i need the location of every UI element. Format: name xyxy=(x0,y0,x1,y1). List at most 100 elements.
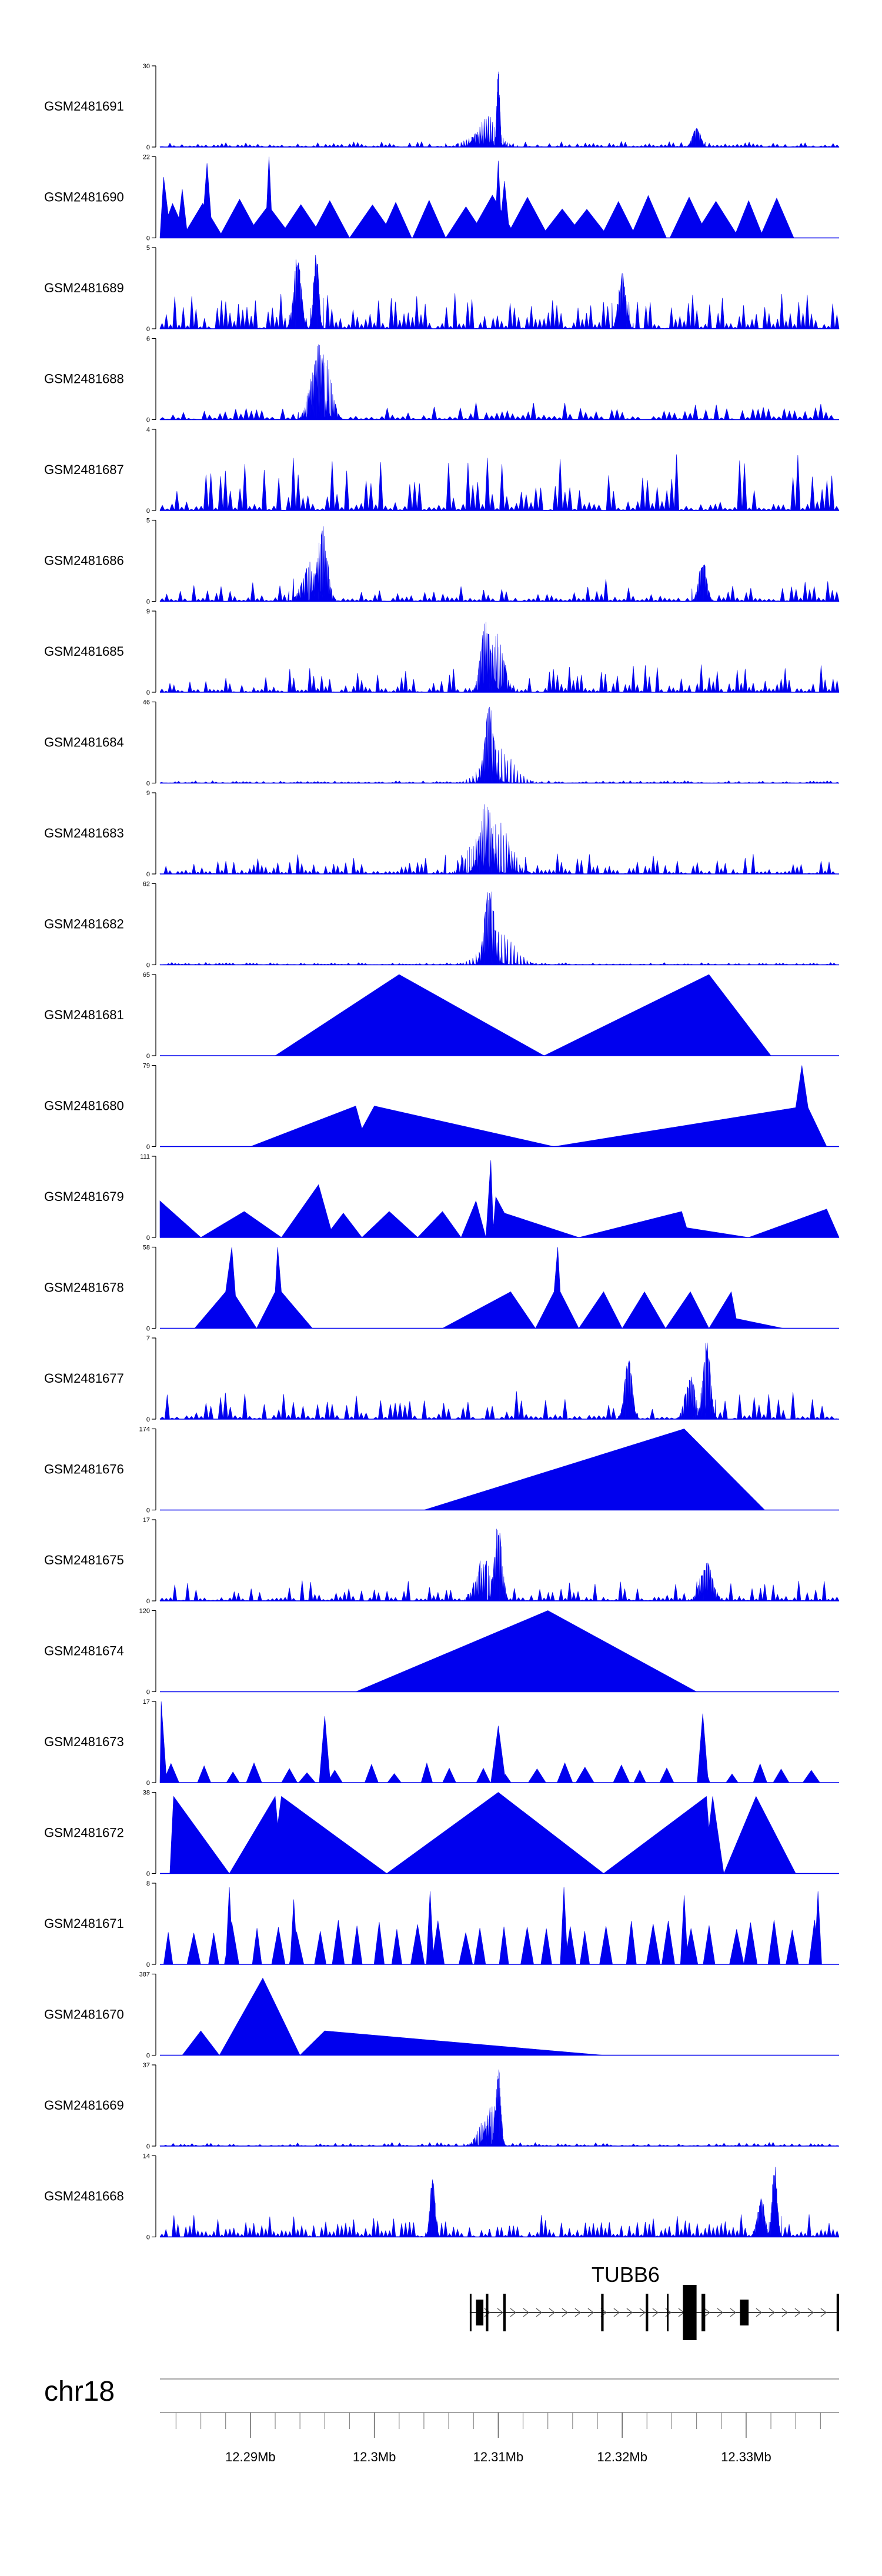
y-axis-max-label: 120 xyxy=(139,1608,150,1615)
coverage-area xyxy=(194,1247,784,1329)
genome-axis-track: chr18 12.29Mb 12.3Mb 12.31Mb 12.32Mb 12.33Mb xyxy=(44,2376,839,2464)
axis-tick-label: 12.32Mb xyxy=(597,2450,647,2464)
strand-chevron xyxy=(562,2308,568,2317)
coverage-track: GSM2481684 46 0 xyxy=(44,699,840,788)
y-axis-max-label: 14 xyxy=(143,2153,150,2160)
y-axis-max-label: 111 xyxy=(140,1153,150,1160)
coverage-area xyxy=(423,1429,766,1510)
track-label: GSM2481675 xyxy=(44,1553,124,1567)
coverage-track: GSM2481678 58 0 xyxy=(44,1244,839,1333)
y-axis-max-label: 30 xyxy=(143,63,150,70)
y-axis-max-label: 37 xyxy=(143,2062,150,2069)
y-axis-min-label: 0 xyxy=(146,2234,150,2241)
track-label: GSM2481687 xyxy=(44,462,124,477)
y-axis-min-label: 0 xyxy=(146,508,150,515)
coverage-area xyxy=(159,1342,840,1420)
strand-chevron xyxy=(652,2308,659,2317)
gene-exon xyxy=(646,2294,649,2331)
strand-chevron xyxy=(523,2308,529,2317)
y-axis-min-label: 0 xyxy=(146,780,150,788)
coverage-area xyxy=(159,2069,840,2147)
coverage-area xyxy=(159,526,840,602)
y-axis-max-label: 6 xyxy=(146,336,150,343)
coverage-track: GSM2481683 9 0 xyxy=(44,790,840,878)
coverage-track: GSM2481671 8 0 xyxy=(44,1880,839,1968)
strand-chevron xyxy=(717,2308,723,2317)
coverage-track: GSM2481674 120 0 xyxy=(44,1608,839,1696)
track-label: GSM2481683 xyxy=(44,826,124,840)
track-label: GSM2481678 xyxy=(44,1280,124,1295)
gene-exon xyxy=(503,2294,506,2331)
gene-exon xyxy=(836,2294,839,2331)
gene-exon xyxy=(701,2294,706,2331)
coverage-track: GSM2481681 65 0 xyxy=(44,972,839,1060)
track-label: GSM2481691 xyxy=(44,99,124,114)
coverage-area xyxy=(159,2167,840,2238)
coverage-track: GSM2481689 5 0 xyxy=(44,245,840,333)
y-axis-max-label: 9 xyxy=(146,790,150,797)
coverage-track: GSM2481680 79 0 xyxy=(44,1063,839,1151)
strand-chevron xyxy=(587,2308,594,2317)
y-axis-max-label: 38 xyxy=(143,1790,150,1797)
axis-tick-label: 12.31Mb xyxy=(473,2450,524,2464)
strand-chevron xyxy=(756,2308,762,2317)
strand-chevron xyxy=(497,2308,503,2317)
y-axis-max-label: 4 xyxy=(146,426,150,433)
strand-chevron xyxy=(549,2308,555,2317)
y-axis-max-label: 8 xyxy=(146,1880,150,1887)
gene-exon xyxy=(469,2294,472,2331)
y-axis-max-label: 9 xyxy=(146,608,150,615)
coverage-area xyxy=(159,156,796,238)
track-label: GSM2481681 xyxy=(44,1007,124,1022)
coverage-area xyxy=(159,71,840,148)
coverage-track: GSM2481672 38 0 xyxy=(44,1790,839,1878)
coverage-track: GSM2481675 17 0 xyxy=(44,1517,840,1605)
y-axis-min-label: 0 xyxy=(146,1598,150,1605)
gene-exon xyxy=(486,2294,489,2331)
coverage-track: GSM2481690 22 0 xyxy=(44,154,839,242)
strand-chevron xyxy=(574,2308,581,2317)
y-axis-min-label: 0 xyxy=(146,1780,150,1787)
coverage-track: GSM2481669 37 0 xyxy=(44,2062,840,2150)
strand-chevron xyxy=(639,2308,646,2317)
chromosome-label: chr18 xyxy=(44,2376,115,2407)
track-label: GSM2481668 xyxy=(44,2189,124,2204)
y-axis-min-label: 0 xyxy=(146,1507,150,1514)
y-axis-min-label: 0 xyxy=(146,1234,150,1242)
track-label: GSM2481688 xyxy=(44,372,124,386)
coverage-track: GSM2481668 14 0 xyxy=(44,2153,840,2241)
y-axis-min-label: 0 xyxy=(146,689,150,696)
y-axis-max-label: 65 xyxy=(143,972,150,979)
gene-annotation-track: TUBB6 xyxy=(469,2263,839,2340)
y-axis-max-label: 7 xyxy=(146,1335,150,1342)
strand-chevron xyxy=(730,2308,736,2317)
coverage-area xyxy=(159,804,840,875)
coverage-area xyxy=(160,1887,827,1965)
y-axis-max-label: 58 xyxy=(143,1244,150,1252)
y-axis-min-label: 0 xyxy=(146,326,150,333)
coverage-area xyxy=(159,344,840,421)
strand-chevron xyxy=(794,2308,801,2317)
coverage-area xyxy=(159,1160,840,1238)
strand-chevron xyxy=(613,2308,620,2317)
coverage-track: GSM2481679 111 0 xyxy=(44,1153,840,1242)
y-axis-min-label: 0 xyxy=(146,235,150,242)
coverage-track: GSM2481682 62 0 xyxy=(44,881,840,969)
track-label: GSM2481670 xyxy=(44,2007,124,2022)
coverage-area xyxy=(250,1065,827,1147)
y-axis-max-label: 17 xyxy=(143,1699,150,1706)
y-axis-min-label: 0 xyxy=(146,1416,150,1423)
y-axis-min-label: 0 xyxy=(146,1326,150,1333)
y-axis-min-label: 0 xyxy=(146,1053,150,1060)
track-label: GSM2481674 xyxy=(44,1644,124,1659)
y-axis-min-label: 0 xyxy=(146,1961,150,1968)
track-label: GSM2481673 xyxy=(44,1734,124,1749)
coverage-track: GSM2481686 5 0 xyxy=(44,518,840,606)
axis-tick-label: 12.29Mb xyxy=(225,2450,276,2464)
y-axis-max-label: 22 xyxy=(143,154,150,161)
coverage-track: GSM2481673 17 0 xyxy=(44,1699,839,1787)
track-label: GSM2481677 xyxy=(44,1371,124,1386)
gene-label: TUBB6 xyxy=(592,2263,660,2287)
track-label: GSM2481679 xyxy=(44,1189,124,1204)
track-label: GSM2481676 xyxy=(44,1462,124,1477)
